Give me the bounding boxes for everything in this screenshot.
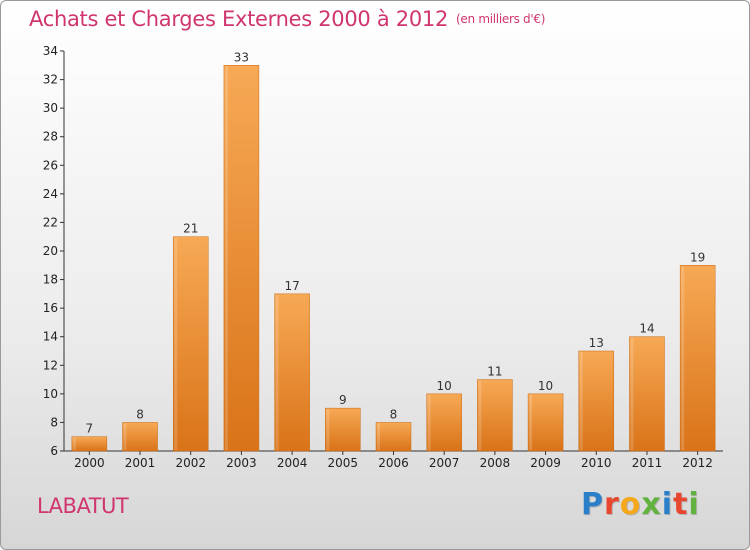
bar-highlight	[630, 337, 634, 450]
chart-bars: 7 8 21 33 17 9 8 10 11 10 13 14 19	[71, 50, 716, 452]
bar	[71, 436, 108, 452]
proxiti-logo[interactable]: Proxiti	[581, 487, 700, 522]
x-tick-label: 2002	[175, 456, 206, 470]
bar	[477, 379, 513, 452]
bar-highlight	[224, 66, 228, 451]
bar-highlight	[579, 352, 583, 450]
chart-title-text: Achats et Charges Externes 2000 à 2012	[29, 7, 449, 31]
bar	[122, 422, 158, 452]
data-label: 14	[639, 322, 654, 336]
bar	[375, 422, 412, 452]
data-label: 19	[690, 250, 705, 264]
data-label: 7	[86, 422, 94, 436]
data-label: 10	[437, 379, 452, 393]
bar	[223, 65, 260, 452]
x-tick-label: 2003	[226, 456, 257, 470]
bar	[629, 336, 665, 452]
x-tick-label: 2007	[429, 456, 460, 470]
data-label: 8	[390, 407, 398, 421]
chart-axes: 6 8 10 12 14 16 18 20 22 24 26 28 30 32 34 2000 2001 2002…	[43, 44, 723, 470]
y-tick-label: 8	[50, 415, 58, 429]
x-tick-label: 2005	[328, 456, 359, 470]
data-label: 17	[284, 279, 299, 293]
data-label: 21	[183, 222, 198, 236]
place-name: LABATUT	[37, 494, 129, 518]
data-label: 33	[234, 50, 249, 64]
chart-title: Achats et Charges Externes 2000 à 2012 (e…	[29, 7, 545, 31]
y-tick-label: 28	[43, 130, 58, 144]
logo-letter: P	[581, 487, 604, 522]
data-label: 11	[487, 365, 502, 379]
bar	[274, 293, 310, 452]
bar	[172, 236, 209, 452]
bar-highlight	[174, 237, 178, 450]
bar-highlight	[326, 409, 330, 450]
y-tick-label: 26	[43, 158, 58, 172]
bar-highlight	[72, 437, 76, 450]
bar-highlight	[275, 294, 279, 450]
bar	[527, 393, 564, 452]
logo-letter: i	[688, 487, 700, 522]
y-tick-label: 12	[43, 358, 58, 372]
bar-highlight	[681, 266, 685, 450]
x-tick-label: 2001	[125, 456, 156, 470]
y-tick-label: 24	[43, 187, 58, 201]
data-label: 13	[589, 336, 604, 350]
y-tick-label: 16	[43, 301, 58, 315]
bar	[578, 350, 615, 452]
y-tick-label: 22	[43, 215, 58, 229]
y-tick-label: 30	[43, 101, 58, 115]
bar	[679, 265, 716, 452]
x-tick-label: 2012	[682, 456, 713, 470]
y-tick-label: 18	[43, 273, 58, 287]
y-tick-label: 6	[50, 444, 58, 458]
bar	[325, 407, 361, 452]
y-tick-label: 34	[43, 44, 58, 58]
bar-highlight	[427, 394, 431, 450]
x-tick-label: 2000	[74, 456, 105, 470]
logo-letter: r	[604, 487, 620, 522]
bar-highlight	[529, 394, 533, 450]
bar-highlight	[377, 423, 380, 450]
x-tick-label: 2010	[581, 456, 612, 470]
data-label: 8	[136, 407, 144, 421]
chart-subtitle: (en milliers d'€)	[456, 12, 546, 26]
logo-letter: o	[619, 487, 642, 522]
y-tick-label: 10	[43, 387, 58, 401]
y-tick-label: 32	[43, 73, 58, 87]
logo-letter: x	[641, 487, 662, 522]
bar-highlight	[478, 380, 482, 450]
bar-highlight	[123, 423, 127, 450]
x-tick-label: 2004	[277, 456, 308, 470]
x-tick-label: 2008	[480, 456, 511, 470]
data-label: 10	[538, 379, 553, 393]
y-tick-label: 14	[43, 330, 58, 344]
x-tick-label: 2006	[378, 456, 409, 470]
logo-letter: i	[661, 487, 674, 522]
x-tick-label: 2011	[632, 456, 663, 470]
y-tick-label: 20	[43, 244, 58, 258]
bar	[426, 393, 462, 452]
logo-letter: t	[673, 487, 689, 522]
x-tick-label: 2009	[530, 456, 561, 470]
data-label: 9	[339, 393, 347, 407]
